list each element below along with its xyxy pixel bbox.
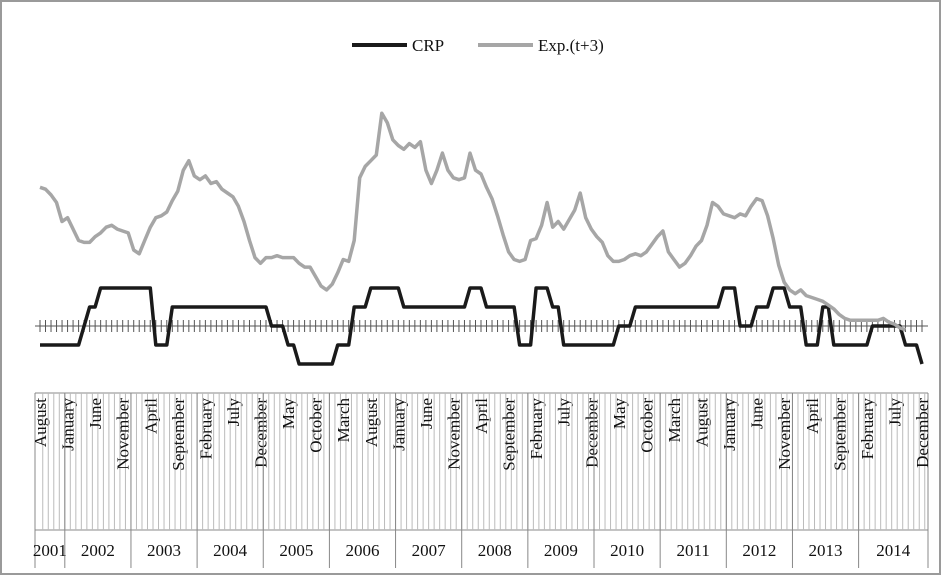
year-label: 2011 [677, 541, 710, 560]
year-label: 2007 [412, 541, 447, 560]
x-tick-label: November [775, 398, 794, 470]
year-label: 2004 [213, 541, 248, 560]
x-tick-label: January [720, 398, 739, 451]
x-tick-label: August [693, 398, 712, 447]
x-tick-label: October [307, 398, 326, 453]
year-label: 2012 [742, 541, 776, 560]
x-tick-label: January [59, 398, 78, 451]
x-tick-label: May [610, 398, 629, 430]
x-tick-label: July [885, 398, 904, 427]
x-tick-label: April [472, 398, 491, 434]
year-label: 2001 [33, 541, 67, 560]
legend-label: Exp.(t+3) [538, 36, 604, 55]
legend-label: CRP [412, 36, 444, 55]
x-tick-label: December [582, 398, 601, 468]
x-tick-label: June [86, 398, 105, 429]
year-label: 2013 [809, 541, 843, 560]
year-label: 2010 [610, 541, 644, 560]
x-tick-label: August [362, 398, 381, 447]
x-tick-label: February [858, 398, 877, 460]
x-tick-label: June [748, 398, 767, 429]
x-tick-label: November [444, 398, 463, 470]
x-tick-label: April [141, 398, 160, 434]
x-tick-label: October [637, 398, 656, 453]
x-tick-label: August [31, 398, 50, 447]
x-tick-label: January [389, 398, 408, 451]
x-tick-label: September [169, 398, 188, 471]
x-tick-label: September [830, 398, 849, 471]
x-tick-label: July [224, 398, 243, 427]
x-tick-label: March [334, 398, 353, 443]
x-tick-label: March [665, 398, 684, 443]
x-tick-label: December [252, 398, 271, 468]
series-line [39, 111, 907, 332]
x-tick-label: December [913, 398, 932, 468]
year-label: 2009 [544, 541, 578, 560]
x-tick-label: February [527, 398, 546, 460]
x-tick-label: April [803, 398, 822, 434]
year-label: 2008 [478, 541, 512, 560]
x-tick-label: September [500, 398, 519, 471]
year-label: 2003 [147, 541, 181, 560]
year-label: 2005 [279, 541, 313, 560]
series-line [40, 286, 924, 366]
year-label: 2014 [876, 541, 911, 560]
x-tick-label: July [555, 398, 574, 427]
x-tick-label: June [417, 398, 436, 429]
year-label: 2002 [81, 541, 115, 560]
year-label: 2006 [345, 541, 379, 560]
x-tick-label: May [279, 398, 298, 430]
x-tick-label: November [114, 398, 133, 470]
x-tick-label: February [196, 398, 215, 460]
